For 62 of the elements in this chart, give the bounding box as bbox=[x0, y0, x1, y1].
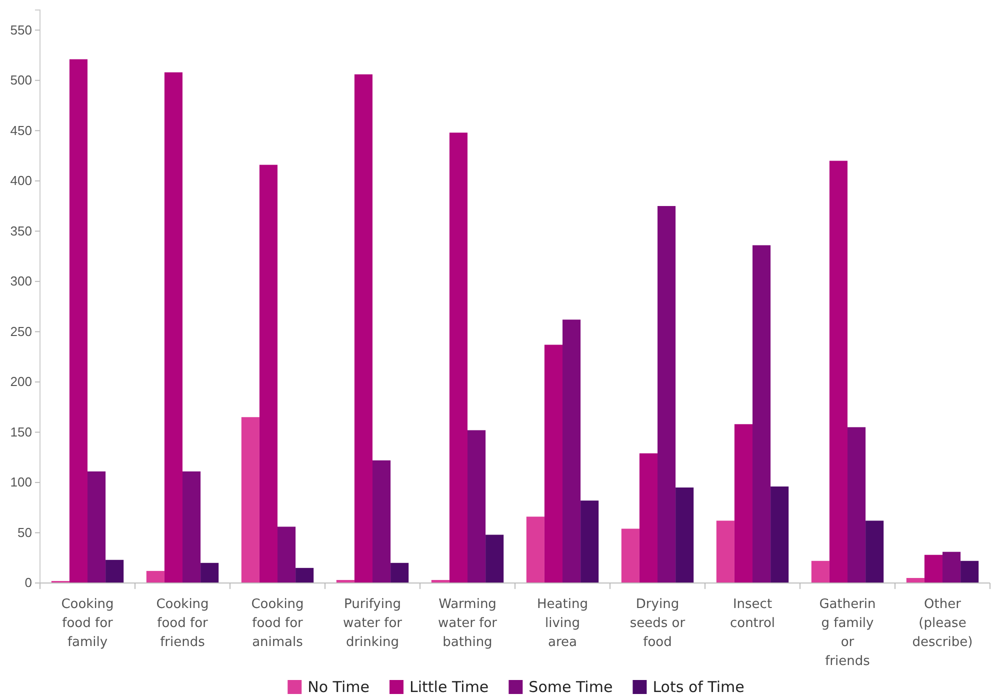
x-tick-label: Warming water for bathing bbox=[438, 597, 498, 650]
x-tick-label: Insect control bbox=[730, 597, 776, 631]
y-tick-label: 450 bbox=[10, 122, 32, 138]
legend-label: Little Time bbox=[410, 678, 489, 696]
bar bbox=[866, 520, 884, 583]
bar bbox=[580, 500, 599, 583]
bar bbox=[146, 570, 164, 583]
bar bbox=[752, 245, 771, 583]
bar bbox=[200, 562, 219, 583]
bar bbox=[278, 526, 296, 583]
bar bbox=[296, 568, 314, 583]
y-tick-label: 200 bbox=[10, 374, 32, 390]
y-tick-label: 150 bbox=[10, 424, 32, 440]
bar bbox=[621, 528, 640, 583]
bar bbox=[526, 516, 544, 583]
bar bbox=[241, 417, 260, 583]
bar bbox=[106, 560, 124, 583]
bar bbox=[658, 206, 676, 583]
x-tick-label: Purifying water for drinking bbox=[342, 597, 403, 650]
bar bbox=[372, 460, 391, 583]
x-tick-label: Other (please describe) bbox=[912, 597, 973, 650]
y-tick-label: 50 bbox=[18, 524, 32, 540]
bar bbox=[716, 520, 734, 583]
y-tick-label: 100 bbox=[10, 474, 32, 490]
bar bbox=[88, 471, 106, 583]
legend-label: Some Time bbox=[528, 678, 613, 696]
legend-label: No Time bbox=[308, 678, 370, 696]
bar bbox=[182, 471, 201, 583]
bar bbox=[734, 424, 752, 583]
bar bbox=[848, 427, 866, 583]
bar bbox=[676, 488, 694, 583]
y-tick-label: 550 bbox=[10, 22, 32, 38]
bar bbox=[164, 72, 182, 583]
bar bbox=[924, 554, 942, 583]
y-tick-label: 400 bbox=[10, 173, 32, 188]
bar bbox=[960, 560, 979, 583]
x-tick-label: Cooking food for animals bbox=[251, 597, 304, 650]
y-tick-label: 500 bbox=[10, 72, 32, 88]
y-tick-label: 250 bbox=[10, 324, 32, 339]
bar bbox=[942, 552, 961, 583]
bar bbox=[829, 160, 848, 583]
legend-label: Lots of Time bbox=[652, 678, 744, 696]
bar bbox=[811, 560, 830, 583]
bar bbox=[390, 562, 409, 583]
x-tick-label: Cooking food for friends bbox=[156, 597, 209, 650]
bar bbox=[468, 430, 486, 583]
bar bbox=[770, 486, 789, 583]
bar bbox=[544, 344, 562, 583]
bar bbox=[562, 320, 581, 583]
bar bbox=[486, 534, 504, 583]
x-tick-label: Cooking food for family bbox=[61, 597, 114, 650]
x-tick-label: Gathering family or friends bbox=[819, 597, 876, 669]
y-tick-label: 350 bbox=[10, 223, 32, 238]
bar bbox=[69, 59, 88, 583]
bar bbox=[639, 453, 658, 583]
x-tick-label: Drying seeds or food bbox=[630, 597, 686, 650]
y-tick-label: 0 bbox=[24, 575, 32, 590]
bar bbox=[354, 74, 372, 583]
bar bbox=[449, 132, 468, 583]
x-tick-label: Heating living area bbox=[537, 597, 588, 650]
y-tick-label: 300 bbox=[10, 274, 32, 289]
bar bbox=[259, 164, 278, 583]
